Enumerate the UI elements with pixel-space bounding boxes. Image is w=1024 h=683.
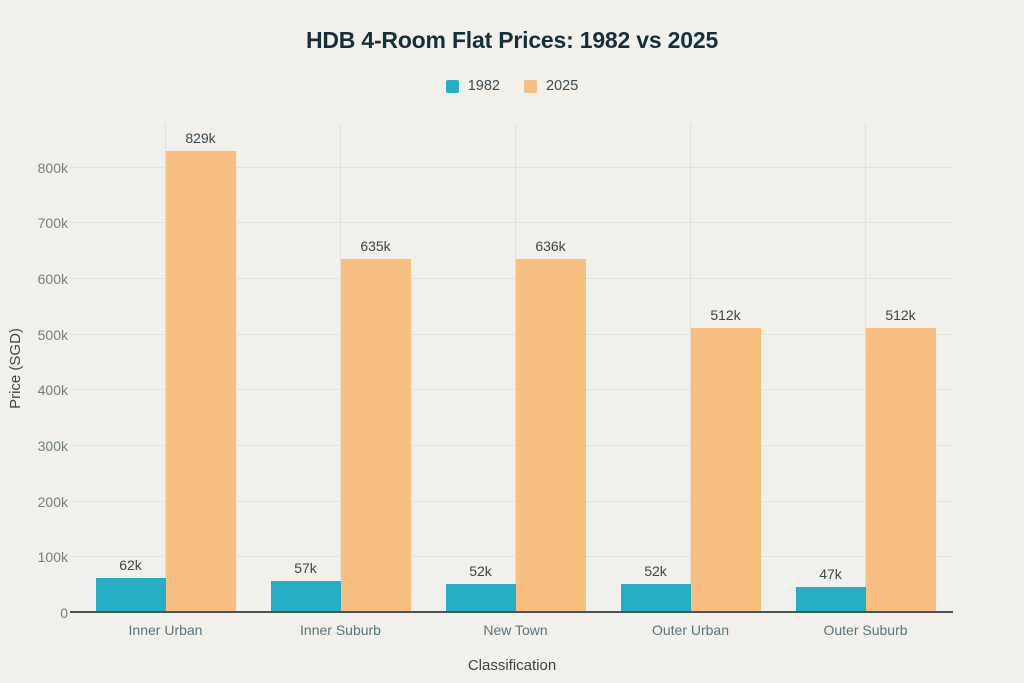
- x-axis-category-labels: Inner Urban Inner Suburb New Town Outer Urb…: [78, 622, 953, 638]
- y-tick-label-600k: 600k: [37, 270, 68, 287]
- legend-item-1982: 1982: [445, 78, 500, 94]
- y-tick-label-700k: 700k: [37, 215, 68, 232]
- legend-item-2025: 2025: [524, 78, 578, 94]
- horizontal-gridline: [70, 444, 953, 446]
- category-group-Outer Suburb: 47k 512k: [778, 123, 953, 613]
- y-tick-label-0: 0: [60, 605, 68, 621]
- bar-value-label: 52k: [469, 563, 492, 580]
- bar-value-label: 512k: [885, 306, 916, 323]
- legend-swatch-2025: [524, 79, 537, 93]
- category-group-Inner Suburb: 57k 635k: [253, 123, 428, 613]
- bar-value-label: 512k: [710, 306, 741, 323]
- legend-label-1982: 1982: [467, 78, 500, 94]
- bar-1982-Inner Urban: 62k: [95, 557, 166, 613]
- y-tick-label-400k: 400k: [37, 382, 68, 399]
- bar-value-label: 62k: [119, 557, 142, 574]
- bar-2025-Inner Suburb: 635k: [340, 238, 411, 613]
- category-group-Inner Urban: 62k 829k: [78, 123, 253, 613]
- bar-2025-Outer Urban: 512k: [690, 307, 761, 613]
- bar-2025-Outer Suburb: 512k: [865, 307, 936, 613]
- category-group-New Town: 52k 636k: [428, 123, 603, 613]
- horizontal-gridline: [70, 277, 953, 279]
- y-tick-label-300k: 300k: [37, 437, 68, 454]
- x-category-label-New Town: New Town: [483, 622, 548, 638]
- y-tick-label-100k: 100k: [37, 549, 68, 566]
- x-category-label-Inner Urban: Inner Urban: [128, 622, 203, 638]
- bar-1982-Inner Suburb: 57k: [270, 560, 341, 613]
- legend-swatch-1982: [445, 79, 459, 93]
- bar-value-label: 57k: [294, 560, 317, 577]
- x-category-label-Outer Urban: Outer Urban: [651, 622, 730, 638]
- legend-label-2025: 2025: [546, 78, 579, 94]
- bar-2025-New Town: 636k: [515, 238, 586, 613]
- horizontal-gridline: [70, 389, 953, 391]
- bar-value-label: 47k: [819, 565, 842, 582]
- category-group-Outer Urban: 52k 512k: [603, 123, 778, 613]
- bar-1982-New Town: 52k: [445, 563, 516, 613]
- bar-1982-Outer Suburb: 47k: [795, 566, 866, 613]
- bar-value-label: 829k: [185, 130, 216, 147]
- x-axis-line: [70, 611, 953, 613]
- y-axis-tick-labels: 0 100k 200k 300k 400k 500k 600k 700k 800k: [0, 123, 68, 621]
- horizontal-gridline: [70, 556, 953, 558]
- bar-value-label: 52k: [644, 563, 667, 580]
- legend: 1982 2025: [0, 78, 1024, 94]
- bar-1982-Outer Urban: 52k: [620, 563, 691, 613]
- y-tick-label-500k: 500k: [37, 326, 68, 343]
- x-category-label-Inner Suburb: Inner Suburb: [300, 622, 381, 638]
- bar-value-label: 636k: [535, 237, 566, 254]
- horizontal-gridline: [70, 222, 953, 224]
- horizontal-gridline: [70, 333, 953, 335]
- bar-value-label: 635k: [360, 238, 391, 255]
- horizontal-gridline: [70, 500, 953, 502]
- plot-area: 62k 829k 57k 635k 52k 636k 52k 512k 47k 512k: [70, 123, 953, 613]
- x-category-label-Outer Suburb: Outer Suburb: [823, 622, 908, 638]
- chart-title: HDB 4-Room Flat Prices: 1982 vs 2025: [305, 27, 719, 53]
- horizontal-gridline: [70, 166, 953, 168]
- y-tick-label-200k: 200k: [37, 493, 68, 510]
- bars-layer: 62k 829k 57k 635k 52k 636k 52k 512k 47k 512k: [78, 123, 953, 613]
- y-tick-label-800k: 800k: [37, 159, 68, 176]
- x-axis-title: Classification: [467, 657, 557, 674]
- bar-2025-Inner Urban: 829k: [165, 130, 236, 613]
